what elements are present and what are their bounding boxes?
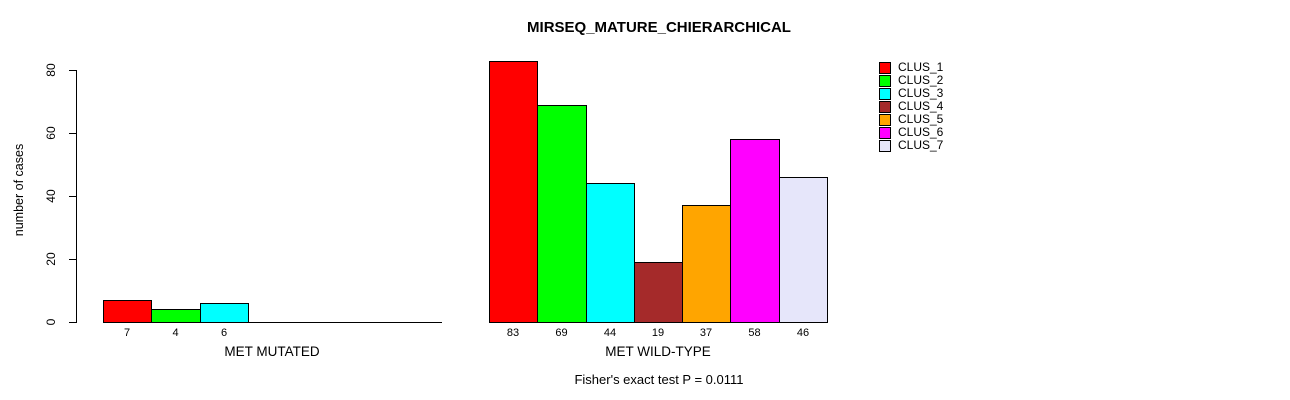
- legend-label: CLUS_6: [898, 125, 944, 139]
- bar-CLUS_5: [682, 205, 731, 323]
- legend-label: CLUS_2: [898, 73, 944, 87]
- x-axis-line: [103, 322, 442, 323]
- bar-CLUS_7: [779, 177, 828, 323]
- legend-swatch-CLUS_1: [879, 61, 891, 74]
- bar-value-label: 44: [603, 327, 617, 339]
- legend-row: CLUS_7: [879, 139, 943, 152]
- legend-swatch-CLUS_2: [879, 74, 891, 87]
- y-axis-tick: [69, 259, 76, 260]
- y-axis-tick-label: 60: [44, 126, 58, 140]
- y-axis-tick: [69, 322, 76, 323]
- legend-row: CLUS_1: [879, 61, 943, 74]
- bar-CLUS_4: [634, 262, 683, 323]
- y-axis-tick-label: 0: [44, 318, 58, 326]
- legend-row: CLUS_3: [879, 87, 943, 100]
- legend-row: CLUS_2: [879, 74, 943, 87]
- legend-label: CLUS_7: [898, 138, 944, 152]
- bar-CLUS_1: [103, 300, 152, 323]
- group-label: MET WILD-TYPE: [605, 344, 711, 359]
- bar-CLUS_2: [537, 105, 587, 323]
- legend-label: CLUS_5: [898, 112, 944, 126]
- legend-swatch-CLUS_3: [879, 87, 891, 100]
- bar-value-label: 4: [172, 327, 179, 339]
- legend-row: CLUS_5: [879, 113, 943, 126]
- bar-value-label: 6: [220, 327, 228, 339]
- y-axis-tick-label: 40: [44, 189, 58, 203]
- bar-CLUS_2: [151, 309, 201, 323]
- y-axis-tick: [69, 133, 76, 134]
- bar-value-label: 7: [123, 327, 131, 339]
- group-label: MET MUTATED: [224, 344, 320, 359]
- legend-swatch-CLUS_5: [879, 113, 891, 126]
- bar-value-label: 37: [699, 327, 713, 339]
- legend-row: CLUS_6: [879, 126, 943, 139]
- y-axis-tick: [69, 196, 76, 197]
- legend-swatch-CLUS_6: [879, 126, 891, 139]
- legend-label: CLUS_3: [898, 86, 944, 100]
- legend-row: CLUS_4: [879, 100, 943, 113]
- legend: CLUS_1 CLUS_2 CLUS_3 CLUS_4 CLUS_5 CLUS_6 CLUS…: [879, 61, 943, 152]
- bar-value-label: 69: [555, 327, 568, 339]
- legend-swatch-CLUS_4: [879, 100, 891, 113]
- y-axis-line: [76, 70, 77, 323]
- y-axis-tick-label: 20: [44, 252, 58, 266]
- legend-swatch-CLUS_7: [879, 139, 891, 152]
- bar-value-label: 83: [506, 327, 520, 339]
- chart-title: MIRSEQ_MATURE_CHIERARCHICAL: [527, 19, 791, 36]
- y-axis-title: number of cases: [12, 143, 26, 237]
- bar-CLUS_3: [586, 183, 635, 323]
- bar-CLUS_3: [200, 303, 249, 323]
- bar-CLUS_1: [489, 61, 538, 323]
- bar-CLUS_6: [730, 139, 780, 323]
- bar-value-label: 58: [748, 327, 761, 339]
- legend-label: CLUS_4: [898, 99, 944, 113]
- y-axis-tick-label: 80: [44, 63, 58, 77]
- y-axis-tick: [69, 70, 76, 71]
- bar-value-label: 46: [796, 327, 810, 339]
- legend-label: CLUS_1: [898, 60, 944, 74]
- fisher-test-note: Fisher's exact test P = 0.0111: [574, 372, 744, 387]
- bar-value-label: 19: [651, 327, 665, 339]
